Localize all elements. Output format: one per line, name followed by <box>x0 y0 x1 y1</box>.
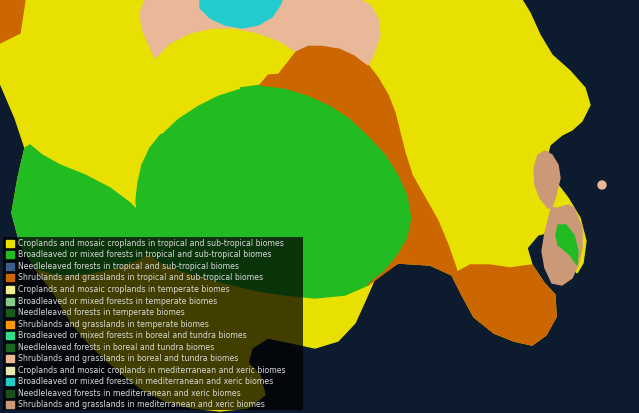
Bar <box>6 320 14 328</box>
Text: Croplands and mosaic croplands in temperate biomes: Croplands and mosaic croplands in temper… <box>18 285 229 294</box>
Polygon shape <box>136 85 412 298</box>
Polygon shape <box>12 145 155 275</box>
Bar <box>6 309 14 316</box>
Polygon shape <box>556 225 578 265</box>
Polygon shape <box>200 0 282 28</box>
Text: Shrublands and grasslands in boreal and tundra biomes: Shrublands and grasslands in boreal and … <box>18 354 238 363</box>
Bar <box>6 240 14 247</box>
Bar <box>6 355 14 362</box>
Text: Shrublands and grasslands in tropical and sub-tropical biomes: Shrublands and grasslands in tropical an… <box>18 273 263 282</box>
Polygon shape <box>135 28 295 135</box>
Bar <box>6 263 14 270</box>
Bar <box>3 237 303 410</box>
Bar <box>6 275 14 281</box>
Bar <box>6 297 14 304</box>
Bar <box>6 252 14 259</box>
Polygon shape <box>452 265 556 345</box>
Bar <box>6 378 14 385</box>
Polygon shape <box>0 0 25 43</box>
Bar <box>6 401 14 408</box>
Text: Needleleaved forests in mediterranean and xeric biomes: Needleleaved forests in mediterranean an… <box>18 389 241 398</box>
Text: Shrublands and grasslands in temperate biomes: Shrublands and grasslands in temperate b… <box>18 320 209 329</box>
Text: Croplands and mosaic croplands in tropical and sub-tropical biomes: Croplands and mosaic croplands in tropic… <box>18 239 284 248</box>
Text: Croplands and mosaic croplands in mediterranean and xeric biomes: Croplands and mosaic croplands in medite… <box>18 366 286 375</box>
Polygon shape <box>534 151 582 285</box>
Text: Broadleaved or mixed forests in mediterranean and xeric biomes: Broadleaved or mixed forests in mediterr… <box>18 377 273 386</box>
Text: Needleleaved forests in temperate biomes: Needleleaved forests in temperate biomes <box>18 308 185 317</box>
Bar <box>6 390 14 397</box>
Text: Shrublands and grasslands in mediterranean and xeric biomes: Shrublands and grasslands in mediterrane… <box>18 400 265 409</box>
Text: Broadleaved or mixed forests in temperate biomes: Broadleaved or mixed forests in temperat… <box>18 297 217 306</box>
Text: Needleleaved forests in boreal and tundra biomes: Needleleaved forests in boreal and tundr… <box>18 343 214 351</box>
Polygon shape <box>0 0 590 411</box>
Bar <box>6 286 14 293</box>
Circle shape <box>598 181 606 189</box>
Polygon shape <box>260 45 462 295</box>
Bar <box>6 344 14 351</box>
Bar <box>6 332 14 339</box>
Polygon shape <box>140 0 380 65</box>
Text: Broadleaved or mixed forests in boreal and tundra biomes: Broadleaved or mixed forests in boreal a… <box>18 331 247 340</box>
Bar <box>6 367 14 374</box>
Text: Needleleaved forests in tropical and sub-tropical biomes: Needleleaved forests in tropical and sub… <box>18 262 239 271</box>
Text: Broadleaved or mixed forests in tropical and sub-tropical biomes: Broadleaved or mixed forests in tropical… <box>18 250 272 259</box>
